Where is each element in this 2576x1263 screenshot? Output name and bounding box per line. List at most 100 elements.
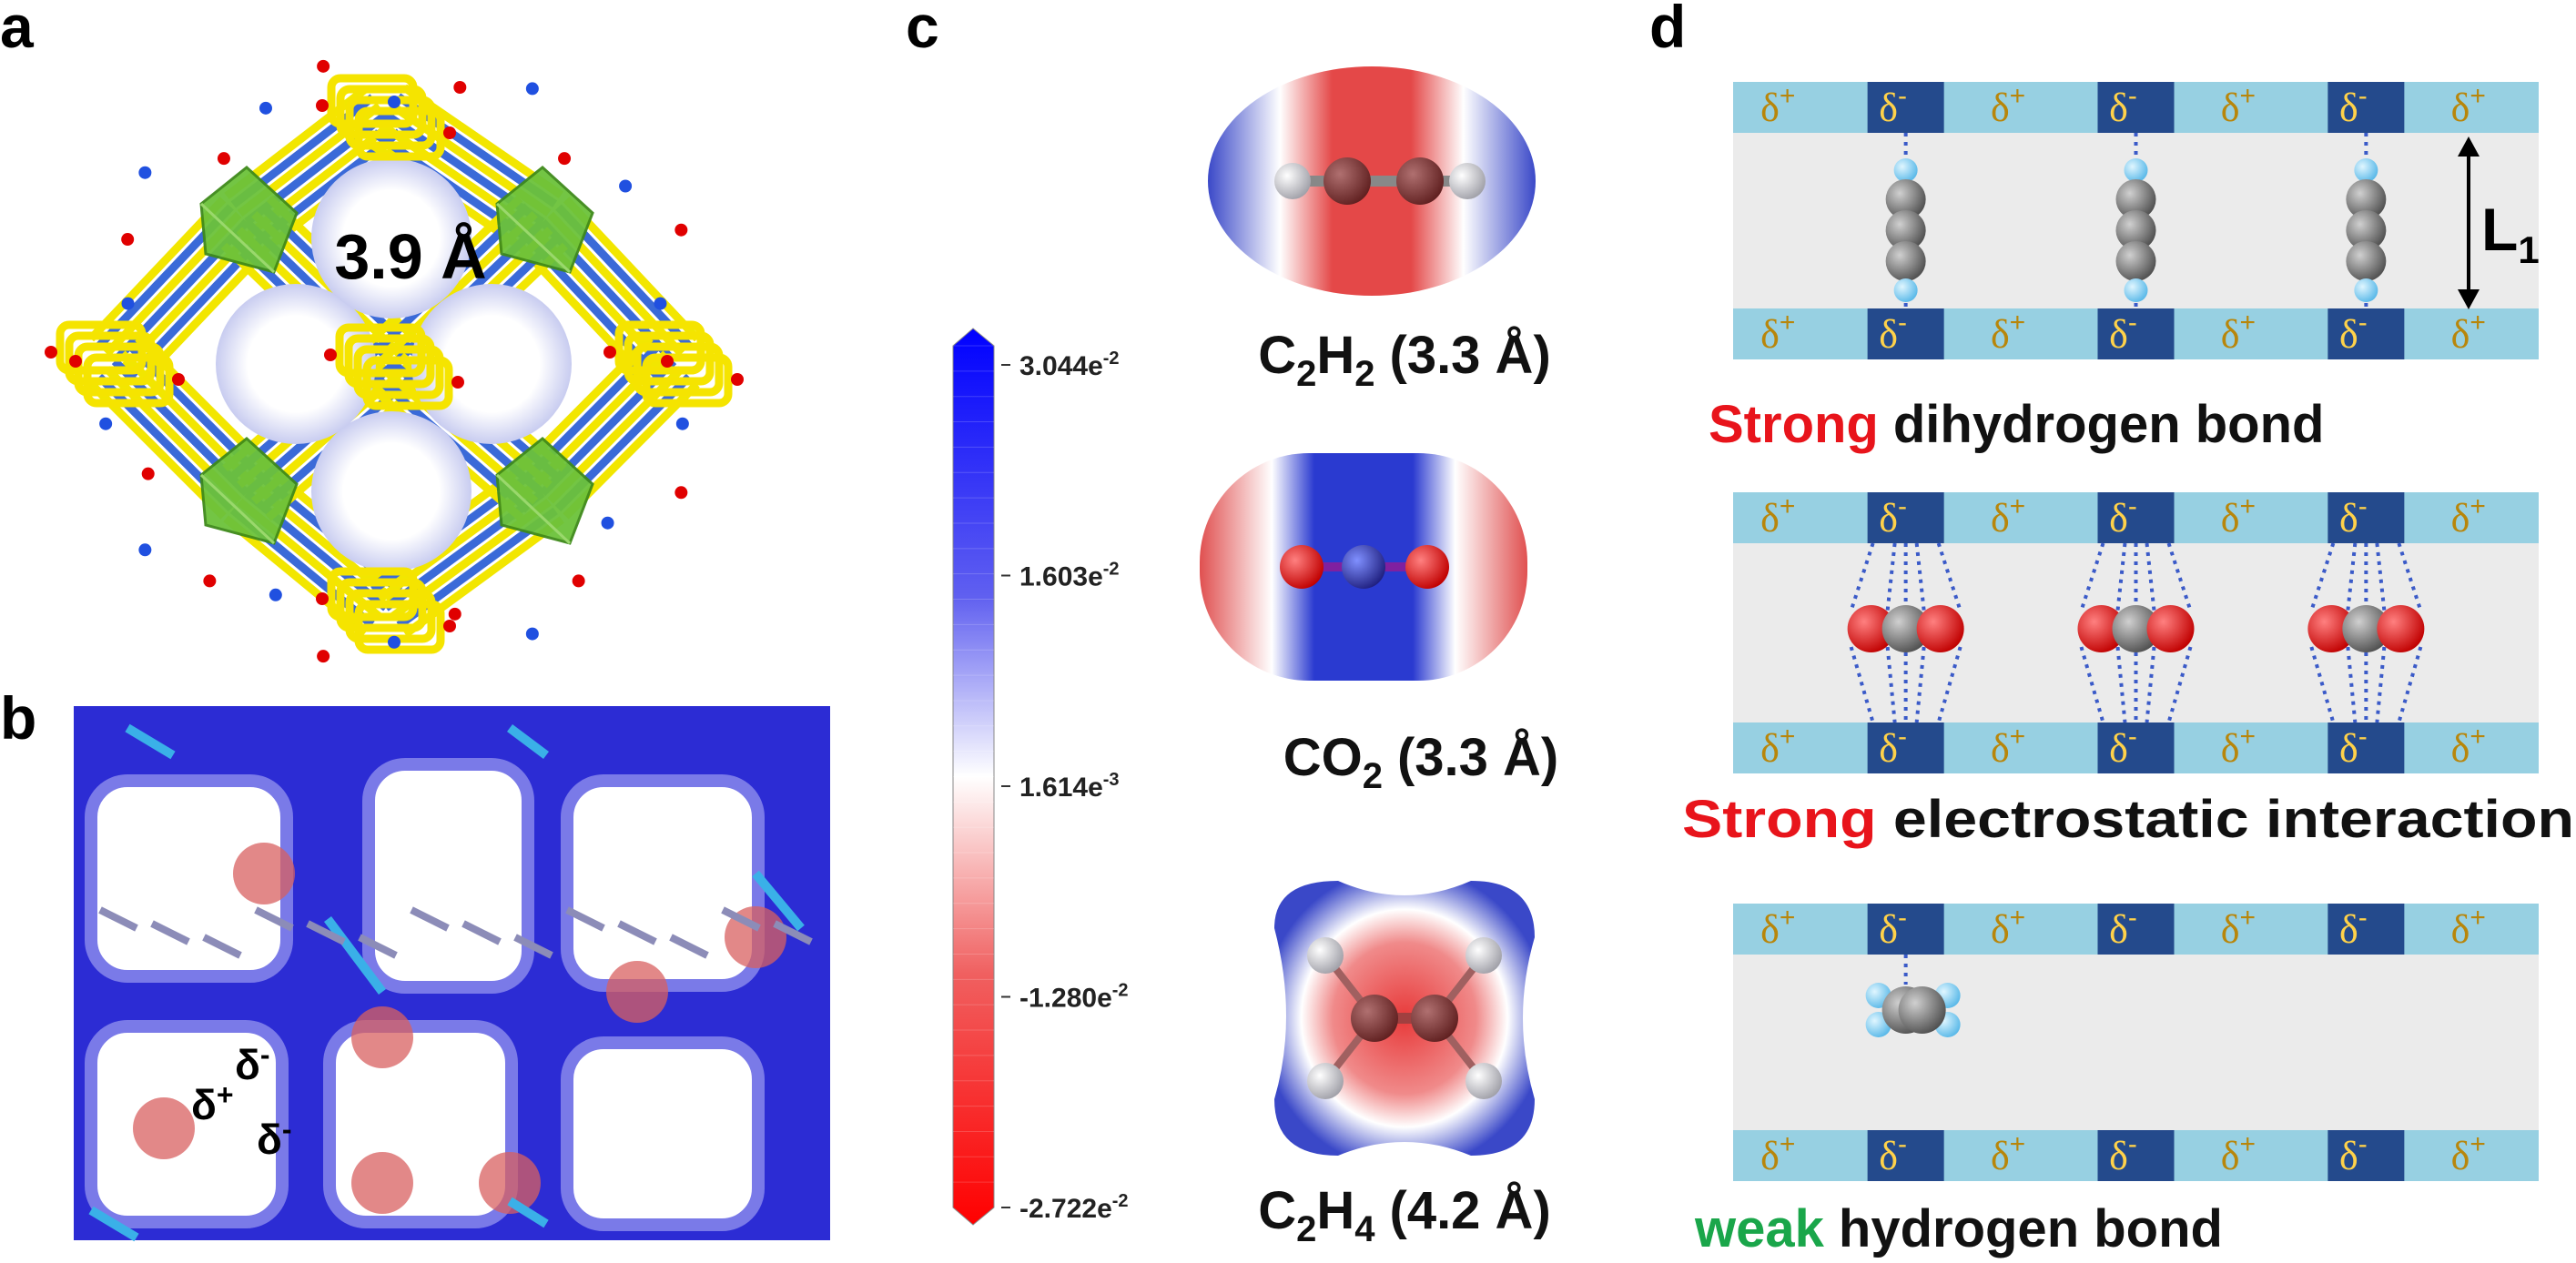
- charge: +: [2240, 903, 2257, 933]
- charge-label: δ+: [2221, 903, 2256, 952]
- atom: [2377, 605, 2425, 652]
- charge-label: δ+: [1991, 722, 2025, 771]
- atom: [1405, 545, 1449, 589]
- charge-label: δ-: [2109, 903, 2137, 952]
- symbol: δ: [2109, 312, 2128, 357]
- charge-label: δ+: [2451, 1129, 2486, 1178]
- emphasis: Strong: [1709, 395, 1879, 454]
- exponent: -2: [1103, 349, 1120, 369]
- atom: [388, 635, 401, 649]
- charge: +: [2470, 1129, 2486, 1159]
- atom: [259, 101, 272, 115]
- symbol: δ: [2451, 726, 2470, 771]
- anion-site: [2097, 1130, 2175, 1181]
- interaction: [1936, 542, 1962, 611]
- anion-site: [1867, 904, 1944, 955]
- charge: -: [1898, 491, 1907, 521]
- anion-site: [2328, 904, 2405, 955]
- atom: [661, 355, 674, 368]
- symbol: δ: [1879, 907, 1898, 952]
- symbol: δ: [2109, 1134, 2128, 1178]
- atom: [1885, 179, 1926, 219]
- atom: [572, 574, 585, 588]
- symbol: δ: [2221, 907, 2240, 952]
- atom: [69, 355, 82, 368]
- ring: [353, 345, 444, 399]
- linker: [87, 197, 227, 342]
- atom: [1898, 986, 1946, 1034]
- charge-label: δ-: [2109, 1129, 2137, 1178]
- charge-label: δ-: [2109, 308, 2137, 357]
- atom: [558, 152, 572, 166]
- octahedron: [199, 437, 299, 545]
- symbol: δ: [1760, 726, 1780, 771]
- charge: +: [1780, 1129, 1796, 1159]
- atom: [316, 99, 329, 112]
- interaction: [2145, 646, 2156, 723]
- panel-label: a: [0, 0, 35, 60]
- interaction: [2145, 542, 2156, 611]
- electrostatic-potential: 3.044e-21.603e-21.614e-3-1.280e-2-2.722e…: [952, 66, 1558, 1249]
- symbol: δ: [1991, 726, 2010, 771]
- atom: [1893, 158, 1918, 182]
- charge-label: δ+: [2221, 491, 2256, 541]
- mantissa: 3.044e: [1019, 351, 1103, 381]
- charge-label: δ-: [2339, 308, 2368, 357]
- symbol: δ: [2451, 496, 2470, 541]
- atom: [451, 376, 464, 389]
- emphasis: weak: [1694, 1199, 1825, 1258]
- atom: [675, 417, 689, 430]
- pore: [411, 284, 572, 444]
- bond: [324, 916, 386, 995]
- interaction: [2375, 646, 2387, 723]
- charge: -: [2358, 491, 2368, 521]
- atom: [138, 543, 152, 557]
- charge-label: δ+: [2451, 491, 2486, 541]
- symbol: δ: [1760, 1134, 1780, 1178]
- charge: +: [2470, 491, 2486, 521]
- atom: [1847, 605, 1895, 652]
- atom: [2354, 158, 2378, 182]
- charge-label: δ+: [2451, 308, 2486, 357]
- bond: [507, 724, 549, 759]
- octahedron: [199, 166, 299, 274]
- bond: [150, 920, 190, 945]
- symbol: δ: [1760, 496, 1780, 541]
- interaction: [1914, 646, 1926, 723]
- exponent: -2: [1112, 1191, 1129, 1211]
- colorbar-tick-label: 1.614e-3: [1019, 770, 1120, 803]
- charge-label: δ+: [1991, 903, 2025, 952]
- atom: [619, 179, 633, 193]
- subscript: 1: [2518, 228, 2539, 271]
- element: C: [1258, 1181, 1296, 1240]
- charge: +: [2470, 903, 2486, 933]
- atom: [1885, 241, 1926, 281]
- kinetic-diameter: (3.3 Å): [1397, 728, 1558, 787]
- symbol: δ: [2221, 496, 2240, 541]
- anion-site: [2328, 82, 2405, 133]
- interaction: [1885, 542, 1897, 611]
- symbol: δ: [2221, 312, 2240, 357]
- framework-structure: 3.9 Å: [45, 59, 744, 663]
- symbol: δ: [1991, 86, 2010, 130]
- charge: +: [2010, 722, 2026, 752]
- bond: [752, 870, 805, 932]
- symbol: δ: [1879, 726, 1898, 771]
- interaction: [2375, 542, 2387, 611]
- anion-site: [2097, 82, 2175, 133]
- charge: +: [2240, 1129, 2257, 1159]
- charge: +: [1780, 308, 1796, 338]
- charge: -: [2128, 1129, 2137, 1159]
- bond: [721, 906, 761, 932]
- charge: -: [2358, 1129, 2368, 1159]
- atom: [2346, 241, 2387, 281]
- atom: [269, 588, 282, 601]
- charge-label: δ+: [1760, 1129, 1795, 1178]
- bond: [98, 906, 138, 932]
- molecule-label: C2H2 (3.3 Å): [1258, 326, 1551, 394]
- atom: [121, 233, 135, 247]
- atom: [121, 297, 135, 310]
- caption: Strong electrostatic interaction: [1682, 790, 2574, 849]
- symbol: δ: [2451, 86, 2470, 130]
